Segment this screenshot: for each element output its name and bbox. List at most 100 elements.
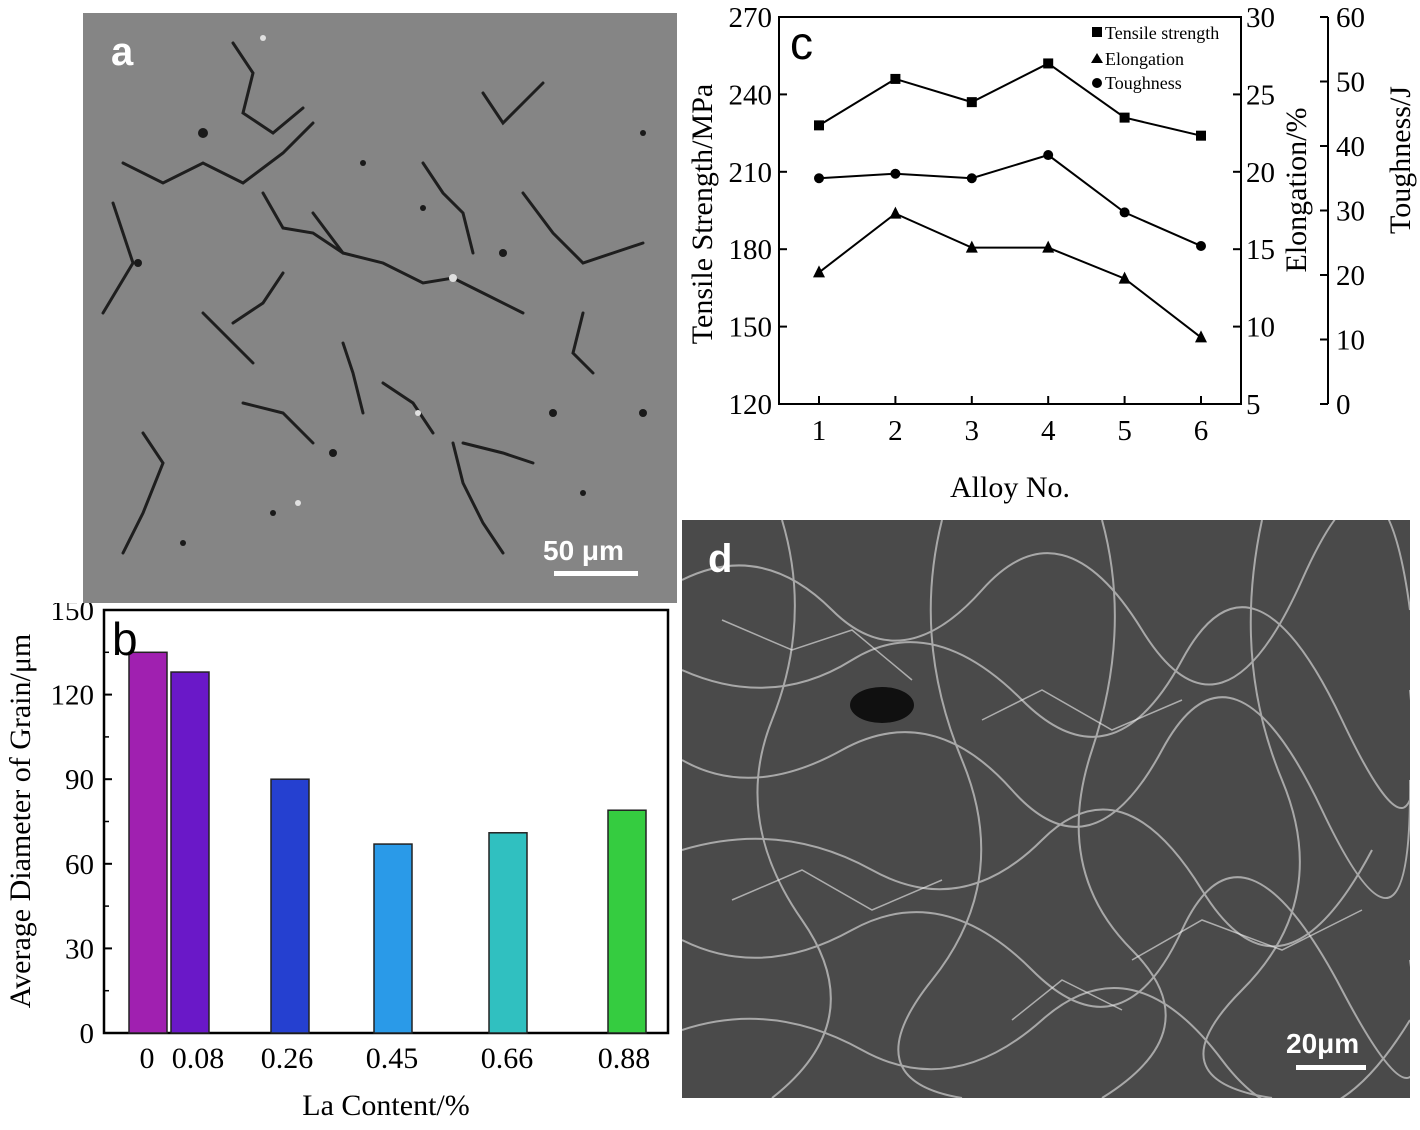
particle-spots — [134, 128, 647, 546]
tensile-point — [814, 120, 824, 131]
elongation-point — [813, 265, 825, 278]
tensile-tick-label: 150 — [729, 312, 773, 344]
tensile-point — [1196, 130, 1206, 141]
grain-boundary-network — [101, 41, 645, 555]
fracture-d-background — [682, 520, 1410, 1098]
bar-0.26 — [270, 778, 310, 1034]
bar-0.08 — [170, 671, 210, 1034]
elongation-point — [1195, 330, 1207, 343]
y-tick-label: 0 — [80, 1018, 95, 1050]
tensile-axis-label: Tensile Strength/MPa — [686, 84, 719, 344]
toughness-tick-label: 10 — [1336, 325, 1365, 357]
elongation-tick-label: 25 — [1246, 79, 1275, 111]
x-tick-label: 5 — [1117, 415, 1132, 447]
panel-b-bar-chart: 0 30 60 90 120 150 0 0.08 0.26 0.45 0.66 0.88 b La… — [0, 595, 680, 1125]
toughness-tick-label: 20 — [1336, 260, 1365, 292]
x-tick-label: 0.88 — [598, 1042, 651, 1075]
bar-chart-x-axis-label: La Content/% — [302, 1089, 469, 1122]
panel-d-fracture-image: d 20μm — [681, 496, 1419, 1113]
line-chart-svg: 1201501802102402705101520253001020304050… — [686, 2, 1417, 504]
legend-triangle-marker — [1091, 53, 1103, 63]
x-tick-label: 6 — [1194, 415, 1209, 447]
y-tick-label: 60 — [65, 849, 94, 881]
panel-a-scale-label: 50 μm — [543, 535, 624, 566]
x-tick-label: 2 — [888, 415, 903, 447]
y-tick-label: 120 — [51, 680, 95, 712]
legend-circle-marker — [1092, 78, 1102, 88]
panel-d-scale-bar — [1296, 1065, 1366, 1070]
elongation-point — [1118, 271, 1131, 284]
x-tick-label: 0.26 — [261, 1042, 314, 1075]
legend-label-elongation: Elongation — [1105, 49, 1184, 69]
micrograph-a-image: a 50 μm — [83, 13, 677, 603]
bar-chart-svg: 0 30 60 90 120 150 0 0.08 0.26 0.45 0.66 0.88 b La… — [4, 595, 670, 1122]
tensile-point — [1043, 58, 1054, 69]
toughness-axis-label: Toughness/J — [1384, 86, 1417, 234]
bar-0.88 — [607, 809, 647, 1034]
elongation-tick-label: 30 — [1246, 2, 1275, 34]
series-line-triangle — [818, 212, 1202, 339]
line-chart-frame — [778, 16, 1242, 405]
toughness-point — [1043, 150, 1054, 161]
elongation-point — [889, 206, 902, 219]
elongation-point — [965, 240, 978, 253]
bar-0.66 — [488, 832, 528, 1034]
tensile-point — [966, 97, 977, 108]
bar-chart-y-axis-label: Average Diameter of Grain/μm — [4, 634, 37, 1009]
toughness-tick-label: 0 — [1336, 389, 1351, 421]
tensile-tick-label: 240 — [729, 79, 773, 111]
toughness-point — [966, 173, 977, 184]
series-line-circle — [818, 153, 1202, 247]
elongation-axis-label: Elongation/% — [1280, 108, 1313, 273]
bright-phase-spots — [260, 35, 457, 506]
tensile-point — [1119, 112, 1130, 123]
bar-0.45 — [373, 843, 413, 1034]
y-tick-label: 30 — [65, 933, 94, 965]
tensile-tick-label: 180 — [729, 234, 773, 266]
elongation-point — [1042, 240, 1055, 253]
fracture-void — [850, 687, 914, 723]
panel-c-letter: c — [790, 17, 813, 69]
fracture-highlights — [721, 619, 1363, 1021]
toughness-tick-label: 30 — [1336, 196, 1365, 228]
micrograph-a-background — [83, 13, 677, 603]
legend-label-toughness: Toughness — [1105, 73, 1182, 93]
bar-0 — [128, 651, 168, 1034]
toughness-tick-label: 40 — [1336, 131, 1365, 163]
x-tick-label: 0 — [140, 1042, 155, 1075]
elongation-tick-label: 10 — [1246, 312, 1275, 344]
line-chart-legend: Tensile strength Elongation Toughness — [1091, 23, 1219, 93]
toughness-tick-label: 50 — [1336, 67, 1365, 99]
tensile-tick-label: 120 — [729, 389, 773, 421]
fracture-d-image: d 20μm — [681, 496, 1419, 1113]
panel-b-letter: b — [112, 613, 138, 665]
x-tick-label: 4 — [1041, 415, 1056, 447]
tensile-point — [890, 73, 901, 84]
x-tick-label: 0.45 — [366, 1042, 419, 1075]
x-tick-label: 0.66 — [481, 1042, 534, 1075]
panel-d-letter: d — [708, 537, 732, 581]
line-chart-x-axis-label: Alloy No. — [950, 471, 1070, 504]
panel-d-scale-label: 20μm — [1286, 1028, 1359, 1059]
tensile-tick-label: 270 — [729, 2, 773, 34]
tensile-tick-label: 210 — [729, 157, 773, 189]
elongation-tick-label: 5 — [1246, 389, 1261, 421]
legend-label-tensile: Tensile strength — [1105, 23, 1219, 43]
x-tick-label: 3 — [965, 415, 980, 447]
elongation-tick-label: 20 — [1246, 157, 1275, 189]
toughness-point — [814, 173, 824, 184]
panel-a-scale-bar — [554, 571, 638, 576]
toughness-tick-label: 60 — [1336, 2, 1365, 34]
toughness-point — [890, 168, 901, 179]
panel-a-micrograph: a 50 μm — [83, 13, 677, 603]
y-tick-label: 150 — [51, 603, 95, 627]
y-tick-label: 90 — [65, 764, 94, 796]
toughness-point — [1119, 207, 1130, 218]
toughness-point — [1196, 240, 1206, 251]
panel-a-letter: a — [111, 30, 134, 74]
series-line-square — [818, 62, 1202, 137]
elongation-tick-label: 15 — [1246, 234, 1275, 266]
x-tick-label: 0.08 — [172, 1042, 225, 1075]
legend-square-marker — [1092, 27, 1102, 37]
x-tick-label: 1 — [812, 415, 827, 447]
